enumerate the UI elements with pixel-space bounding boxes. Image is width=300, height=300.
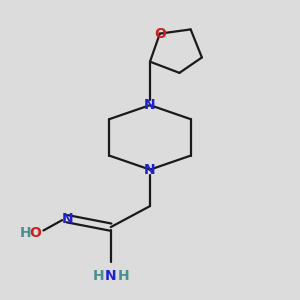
Text: O: O (30, 226, 41, 240)
Text: N: N (105, 269, 117, 283)
Text: N: N (144, 163, 156, 177)
Text: N: N (61, 212, 73, 226)
Text: H: H (20, 226, 31, 240)
Text: N: N (144, 98, 156, 112)
Text: H: H (92, 269, 104, 283)
Text: H: H (118, 269, 129, 283)
Text: O: O (154, 27, 166, 40)
